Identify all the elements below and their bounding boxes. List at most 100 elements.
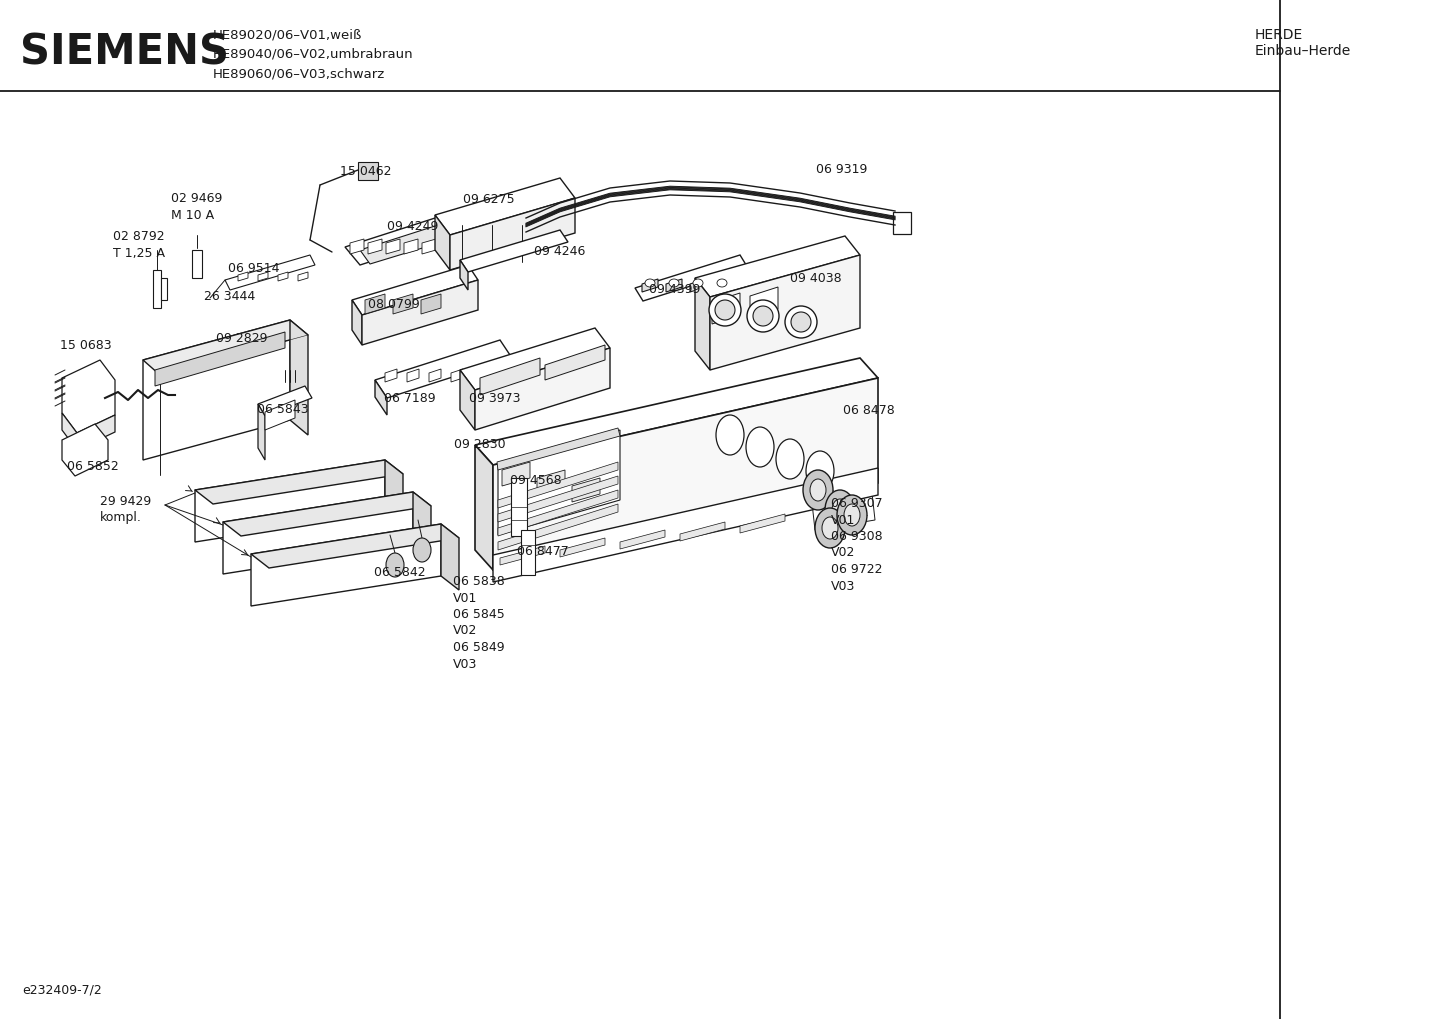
Polygon shape <box>290 320 309 435</box>
Polygon shape <box>620 530 665 549</box>
Polygon shape <box>497 430 620 535</box>
Polygon shape <box>404 239 418 254</box>
Text: 15 0683: 15 0683 <box>61 339 111 352</box>
Bar <box>162 278 167 300</box>
Bar <box>358 162 378 180</box>
Polygon shape <box>62 413 115 450</box>
Polygon shape <box>497 490 619 536</box>
Text: 09 2829: 09 2829 <box>216 332 268 345</box>
Polygon shape <box>365 294 385 314</box>
Polygon shape <box>740 514 784 533</box>
Polygon shape <box>435 215 450 270</box>
Text: 09 4246: 09 4246 <box>534 245 585 258</box>
Polygon shape <box>258 386 311 416</box>
Text: e232409-7/2: e232409-7/2 <box>22 983 102 997</box>
Ellipse shape <box>803 470 833 510</box>
Polygon shape <box>350 239 363 254</box>
Polygon shape <box>143 320 290 460</box>
Polygon shape <box>451 369 463 382</box>
Ellipse shape <box>717 279 727 287</box>
Text: 06 7189: 06 7189 <box>384 392 435 405</box>
Bar <box>192 250 202 278</box>
Polygon shape <box>634 255 748 301</box>
Polygon shape <box>345 210 474 265</box>
Polygon shape <box>394 294 412 314</box>
Text: 06 5842: 06 5842 <box>373 566 425 579</box>
Polygon shape <box>441 524 459 590</box>
Polygon shape <box>450 198 575 270</box>
Text: 09 6275: 09 6275 <box>463 193 515 206</box>
Ellipse shape <box>836 495 867 535</box>
Polygon shape <box>258 404 265 460</box>
Text: 09 4568: 09 4568 <box>510 474 561 487</box>
Text: 09 4399: 09 4399 <box>649 283 701 296</box>
Polygon shape <box>386 239 399 254</box>
Polygon shape <box>435 178 575 235</box>
Polygon shape <box>810 475 875 530</box>
Polygon shape <box>385 369 397 382</box>
Polygon shape <box>195 460 385 542</box>
Polygon shape <box>709 255 859 370</box>
Text: 06 9319: 06 9319 <box>816 163 868 176</box>
Ellipse shape <box>694 279 704 287</box>
Ellipse shape <box>386 553 404 577</box>
Text: 06 5852: 06 5852 <box>66 460 118 473</box>
Polygon shape <box>473 369 485 382</box>
Ellipse shape <box>806 451 833 491</box>
Text: 06 8478: 06 8478 <box>844 404 894 417</box>
Polygon shape <box>681 522 725 541</box>
Polygon shape <box>195 460 402 504</box>
Polygon shape <box>224 492 431 536</box>
Polygon shape <box>497 504 619 550</box>
Polygon shape <box>430 369 441 382</box>
Polygon shape <box>352 265 477 315</box>
Ellipse shape <box>832 499 848 521</box>
Text: 06 5838
V01
06 5845
V02
06 5849
V03: 06 5838 V01 06 5845 V02 06 5849 V03 <box>453 575 505 671</box>
Polygon shape <box>362 280 477 345</box>
Polygon shape <box>500 546 545 565</box>
Polygon shape <box>421 294 441 314</box>
Polygon shape <box>460 370 474 430</box>
Ellipse shape <box>825 490 855 530</box>
Polygon shape <box>572 478 600 502</box>
Polygon shape <box>841 370 862 386</box>
Ellipse shape <box>792 312 810 332</box>
Polygon shape <box>493 468 878 582</box>
Polygon shape <box>750 287 779 318</box>
Text: HE89020/06–V01,weiß
HE89040/06–V02,umbrabraun
HE89060/06–V03,schwarz: HE89020/06–V01,weiß HE89040/06–V02,umbra… <box>213 28 414 81</box>
Polygon shape <box>278 272 288 281</box>
Text: 06 8477: 06 8477 <box>518 545 568 558</box>
Text: 02 9469
M 10 A: 02 9469 M 10 A <box>172 192 222 221</box>
Bar <box>153 270 162 308</box>
Text: SIEMENS: SIEMENS <box>20 31 229 73</box>
Polygon shape <box>412 492 431 558</box>
Polygon shape <box>238 272 248 281</box>
Ellipse shape <box>412 538 431 562</box>
Polygon shape <box>352 300 362 345</box>
Ellipse shape <box>776 439 805 479</box>
Polygon shape <box>474 358 878 465</box>
Polygon shape <box>298 272 309 281</box>
Text: 06 5843: 06 5843 <box>257 403 309 416</box>
Ellipse shape <box>815 508 845 548</box>
Polygon shape <box>545 345 606 380</box>
Polygon shape <box>62 360 115 433</box>
Ellipse shape <box>717 415 744 455</box>
Ellipse shape <box>645 279 655 287</box>
Text: 09 2830: 09 2830 <box>454 438 506 451</box>
Polygon shape <box>497 462 619 508</box>
Polygon shape <box>497 476 619 522</box>
Ellipse shape <box>747 300 779 332</box>
Ellipse shape <box>715 300 735 320</box>
Polygon shape <box>502 462 531 486</box>
Polygon shape <box>368 239 382 254</box>
Polygon shape <box>375 340 512 398</box>
Polygon shape <box>62 424 108 476</box>
Polygon shape <box>695 278 709 370</box>
Polygon shape <box>712 293 740 324</box>
Polygon shape <box>480 358 539 395</box>
Polygon shape <box>224 492 412 574</box>
Ellipse shape <box>784 306 818 338</box>
Text: 09 3973: 09 3973 <box>469 392 521 405</box>
Polygon shape <box>714 279 730 292</box>
